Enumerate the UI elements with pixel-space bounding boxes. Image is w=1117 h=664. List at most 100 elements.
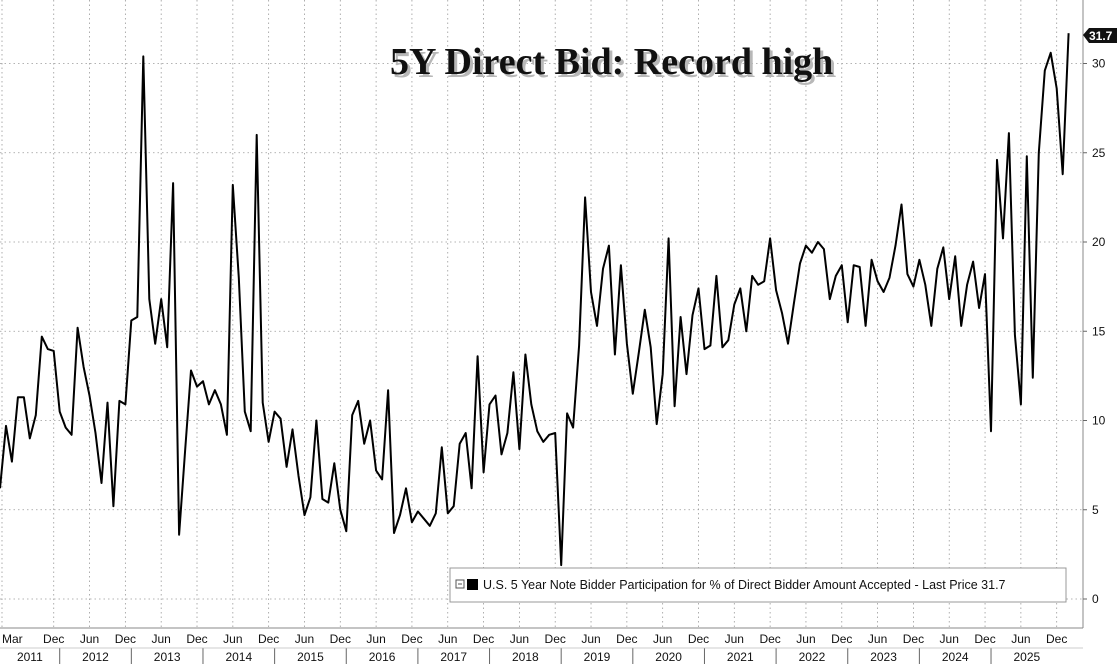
data-point xyxy=(715,275,718,278)
data-point xyxy=(751,275,754,278)
data-point xyxy=(912,285,915,288)
data-point xyxy=(428,524,431,527)
x-month-label: Dec xyxy=(545,632,566,646)
data-point xyxy=(417,510,420,513)
data-point xyxy=(82,366,85,369)
data-point xyxy=(1037,151,1040,154)
data-point xyxy=(960,325,963,328)
data-point xyxy=(1002,237,1005,240)
data-point xyxy=(906,273,909,276)
data-point xyxy=(924,283,927,286)
x-month-label: Dec xyxy=(1046,632,1067,646)
data-point xyxy=(584,196,587,199)
data-point xyxy=(226,433,229,436)
data-point xyxy=(787,342,790,345)
x-year-label: 2016 xyxy=(369,650,396,664)
data-point xyxy=(214,389,217,392)
data-point xyxy=(620,264,623,267)
x-month-label: Dec xyxy=(115,632,136,646)
data-point xyxy=(846,321,849,324)
data-point xyxy=(858,266,861,269)
data-point xyxy=(70,433,73,436)
data-point xyxy=(978,307,981,310)
data-point xyxy=(542,441,545,444)
data-point xyxy=(757,283,760,286)
x-year-label: 2014 xyxy=(225,650,252,664)
data-point xyxy=(572,426,575,429)
data-point xyxy=(775,289,778,292)
data-point xyxy=(823,248,826,251)
x-month-label: Jun xyxy=(868,632,887,646)
data-point xyxy=(237,276,240,279)
data-point xyxy=(602,267,605,270)
data-point xyxy=(178,533,181,536)
data-point xyxy=(942,246,945,249)
data-point xyxy=(900,203,903,206)
x-year-label: 2011 xyxy=(17,650,43,664)
x-month-label: Jun xyxy=(1011,632,1030,646)
data-point xyxy=(554,432,557,435)
data-point xyxy=(375,469,378,472)
data-point xyxy=(399,514,402,517)
data-point xyxy=(506,432,509,435)
x-month-label: Dec xyxy=(831,632,852,646)
x-month-label: Jun xyxy=(366,632,385,646)
y-tick-label: 20 xyxy=(1092,235,1106,249)
data-point xyxy=(596,325,599,328)
data-point xyxy=(667,237,670,240)
data-point xyxy=(990,430,993,433)
vertical-gridlines xyxy=(1,0,1058,628)
x-month-label: Jun xyxy=(152,632,171,646)
data-point xyxy=(154,342,157,345)
x-month-label: Dec xyxy=(688,632,709,646)
legend-swatch xyxy=(467,579,478,590)
data-point xyxy=(655,423,658,426)
data-point xyxy=(52,350,55,353)
data-point xyxy=(381,478,384,481)
data-point xyxy=(709,344,712,347)
data-point xyxy=(578,344,581,347)
x-month-label: Dec xyxy=(401,632,422,646)
data-point xyxy=(423,517,426,520)
data-point xyxy=(309,496,312,499)
data-point xyxy=(118,400,121,403)
data-point xyxy=(327,501,330,504)
x-month-label: Jun xyxy=(295,632,314,646)
data-point xyxy=(130,319,133,322)
data-point xyxy=(393,532,396,535)
data-point xyxy=(166,346,169,349)
x-month-label: Jun xyxy=(581,632,600,646)
data-point xyxy=(954,255,957,258)
data-point xyxy=(267,441,270,444)
data-point xyxy=(142,55,145,58)
data-point xyxy=(172,182,175,185)
x-month-label: Dec xyxy=(616,632,637,646)
data-point xyxy=(58,410,61,413)
data-point xyxy=(984,273,987,276)
last-value-pointer xyxy=(1083,28,1117,43)
data-point xyxy=(1067,32,1070,35)
data-point xyxy=(249,430,252,433)
data-point xyxy=(739,287,742,290)
data-point xyxy=(279,417,282,420)
x-month-label: Dec xyxy=(330,632,351,646)
data-point xyxy=(297,474,300,477)
data-point xyxy=(494,394,497,397)
x-year-label: 2012 xyxy=(82,650,109,664)
legend-label: U.S. 5 Year Note Bidder Participation fo… xyxy=(483,578,1006,592)
data-point xyxy=(626,342,629,345)
data-point xyxy=(500,453,503,456)
data-point xyxy=(452,505,455,508)
data-point xyxy=(518,448,521,451)
x-month-label: Dec xyxy=(258,632,279,646)
data-point xyxy=(261,401,264,404)
data-point xyxy=(160,298,163,301)
data-point xyxy=(852,264,855,267)
data-point xyxy=(1020,403,1023,406)
data-point xyxy=(363,442,366,445)
data-point xyxy=(100,482,103,485)
legend: U.S. 5 Year Note Bidder Participation fo… xyxy=(449,567,1067,603)
legend-box xyxy=(449,567,1067,603)
data-point xyxy=(524,353,527,356)
data-point xyxy=(136,316,139,319)
